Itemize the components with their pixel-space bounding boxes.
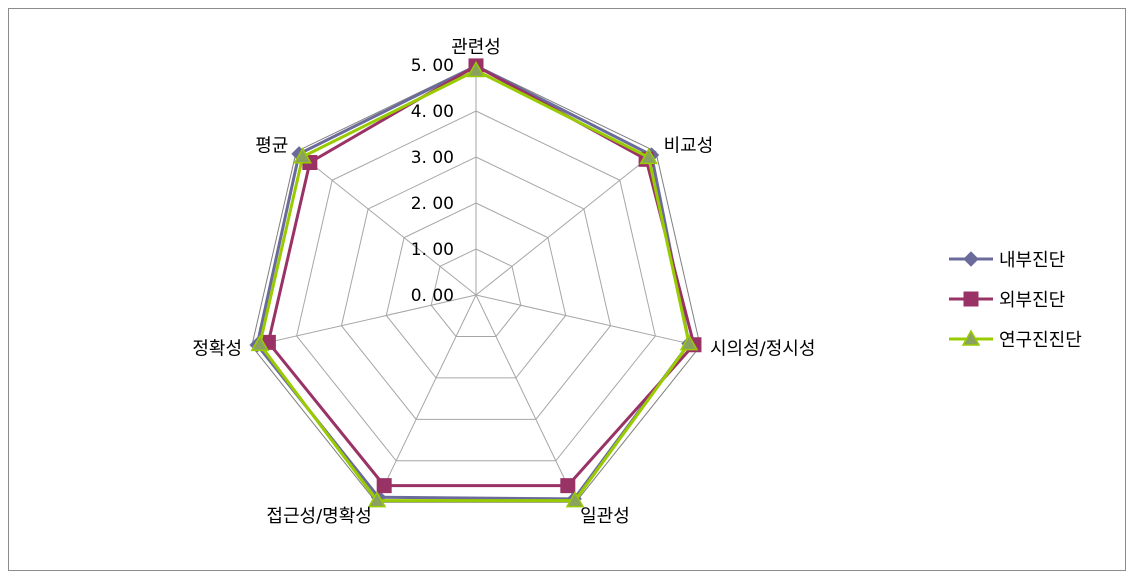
grid-ring xyxy=(430,248,522,337)
grid-ring xyxy=(340,156,612,420)
series-3-point xyxy=(679,334,699,351)
legend-marker xyxy=(963,291,979,307)
series-3-point xyxy=(466,61,486,78)
tick-label: 1. 00 xyxy=(411,240,454,260)
category-label: 일관성 xyxy=(580,506,630,527)
series-3-point xyxy=(639,147,658,165)
grid-ring xyxy=(296,110,656,462)
grid-layer xyxy=(251,64,701,503)
series-3-point xyxy=(367,491,387,508)
grid-spoke xyxy=(475,294,577,503)
grid-spoke xyxy=(295,151,477,296)
series-line-1 xyxy=(255,64,691,501)
tick-label: 3. 00 xyxy=(411,148,454,168)
legend-label: 연구진진단 xyxy=(999,330,1082,351)
grid-spoke xyxy=(375,294,477,503)
legend-label: 내부진단 xyxy=(999,250,1065,271)
series-3-point xyxy=(293,147,312,164)
series-line-3 xyxy=(258,69,691,503)
legend-marker xyxy=(961,329,981,346)
tick-label: 4. 00 xyxy=(411,102,454,122)
tick-labels: 0. 00 1. 00 2. 00 3. 00 4. 00 5. 00 xyxy=(411,56,454,306)
grid-ring xyxy=(385,202,567,379)
series-3-point xyxy=(250,334,270,352)
category-label: 비교성 xyxy=(664,135,714,156)
series-3-point xyxy=(565,491,585,508)
category-label: 정확성 xyxy=(192,338,242,359)
legend-label: 외부진단 xyxy=(999,290,1065,311)
category-label: 관련성 xyxy=(451,37,501,58)
radar-chart: 0. 00 1. 00 2. 00 3. 00 4. 00 5. 00 관련성비교성시의성… xyxy=(192,37,1082,527)
series-layer xyxy=(249,58,702,508)
series-2-point xyxy=(376,478,392,494)
series-line-2 xyxy=(266,64,696,488)
grid-spoke xyxy=(475,294,701,347)
legend-marker xyxy=(963,251,979,267)
category-label: 평균 xyxy=(255,135,288,156)
category-label: 접근성/명확성 xyxy=(266,506,371,527)
grid-spoke xyxy=(475,151,657,296)
category-label: 시의성/정시성 xyxy=(710,338,815,359)
grid-ring xyxy=(251,64,701,503)
tick-label: 2. 00 xyxy=(411,194,454,214)
grid-spoke xyxy=(251,294,477,347)
series-2-point xyxy=(560,478,576,494)
tick-label: 0. 00 xyxy=(411,286,454,306)
tick-label: 5. 00 xyxy=(411,56,454,76)
